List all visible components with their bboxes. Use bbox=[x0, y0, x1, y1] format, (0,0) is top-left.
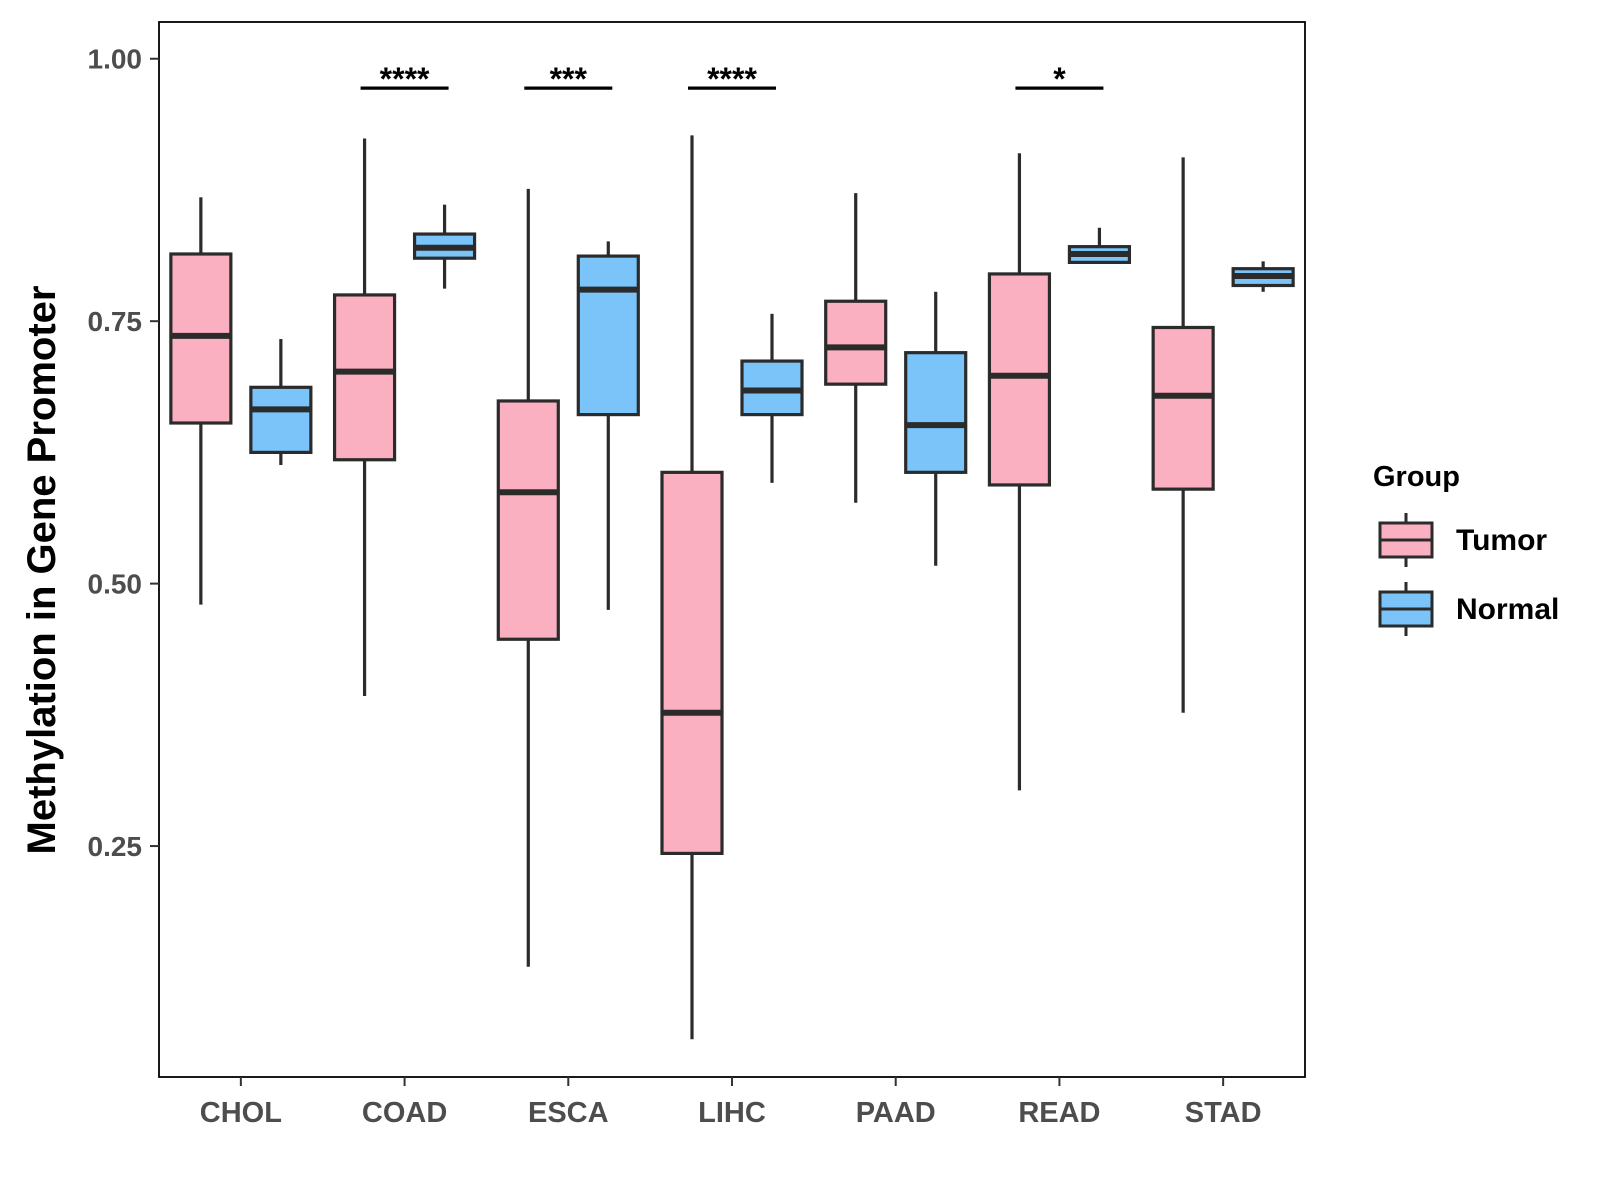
significance-label: * bbox=[1053, 61, 1066, 97]
y-tick-label: 0.50 bbox=[88, 569, 143, 600]
legend-label: Tumor bbox=[1456, 524, 1547, 557]
legend-item-tumor: Tumor bbox=[1378, 513, 1547, 567]
y-axis-title: Methylation in Gene Promoter bbox=[20, 286, 64, 855]
x-tick-label: READ bbox=[1018, 1097, 1100, 1129]
box-body bbox=[332, 293, 397, 462]
x-tick-label: LIHC bbox=[698, 1097, 766, 1129]
box-series bbox=[169, 135, 1295, 1040]
x-tick-label: CHOL bbox=[200, 1097, 282, 1129]
y-tick-label: 1.00 bbox=[88, 44, 143, 75]
series-normal bbox=[249, 204, 1295, 610]
x-tick-label: ESCA bbox=[528, 1097, 609, 1129]
box-body bbox=[496, 399, 560, 641]
x-tick-label: STAD bbox=[1185, 1097, 1262, 1129]
significance-read: * bbox=[1015, 61, 1104, 97]
box-normal-read bbox=[1067, 227, 1132, 264]
box-normal-lihc bbox=[740, 313, 804, 483]
series-tumor bbox=[169, 135, 1215, 1040]
box-tumor-coad bbox=[332, 138, 397, 696]
plot-panel bbox=[158, 21, 1306, 1078]
box-body bbox=[904, 351, 968, 474]
box-tumor-esca bbox=[496, 188, 560, 967]
significance-label: **** bbox=[380, 61, 430, 97]
legend: Group Tumor Normal bbox=[1373, 461, 1559, 636]
box-body bbox=[249, 385, 313, 454]
box-normal-coad bbox=[412, 204, 477, 289]
box-body bbox=[987, 272, 1052, 487]
box-body bbox=[824, 299, 888, 386]
significance-coad: **** bbox=[360, 61, 449, 97]
box-tumor-read bbox=[987, 153, 1052, 791]
box-normal-stad bbox=[1231, 261, 1295, 292]
box-normal-chol bbox=[249, 339, 313, 465]
x-tick-label: PAAD bbox=[856, 1097, 936, 1129]
significance-label: **** bbox=[707, 61, 757, 97]
legend-label: Normal bbox=[1456, 593, 1559, 626]
box-normal-paad bbox=[904, 291, 968, 566]
box-body bbox=[660, 470, 724, 856]
box-tumor-chol bbox=[169, 197, 233, 605]
x-axis: CHOL COAD ESCA LIHC PAAD READ STAD bbox=[200, 1077, 1262, 1129]
significance-lihc: **** bbox=[688, 61, 776, 97]
legend-title: Group bbox=[1373, 461, 1460, 493]
y-tick-label: 0.25 bbox=[88, 831, 143, 862]
box-body bbox=[576, 254, 640, 417]
y-axis: 0.25 0.50 0.75 1.00 bbox=[88, 44, 159, 862]
legend-item-normal: Normal bbox=[1378, 582, 1559, 636]
box-normal-esca bbox=[576, 241, 640, 610]
significance-esca: *** bbox=[524, 61, 613, 97]
box-tumor-paad bbox=[824, 193, 888, 503]
box-tumor-stad bbox=[1151, 157, 1215, 713]
box-body bbox=[1151, 325, 1215, 491]
significance-annotations: **** *** **** * bbox=[360, 61, 1104, 97]
box-tumor-lihc bbox=[660, 135, 724, 1040]
significance-label: *** bbox=[550, 61, 588, 97]
y-tick-label: 0.75 bbox=[88, 306, 143, 337]
x-tick-label: COAD bbox=[362, 1097, 447, 1129]
